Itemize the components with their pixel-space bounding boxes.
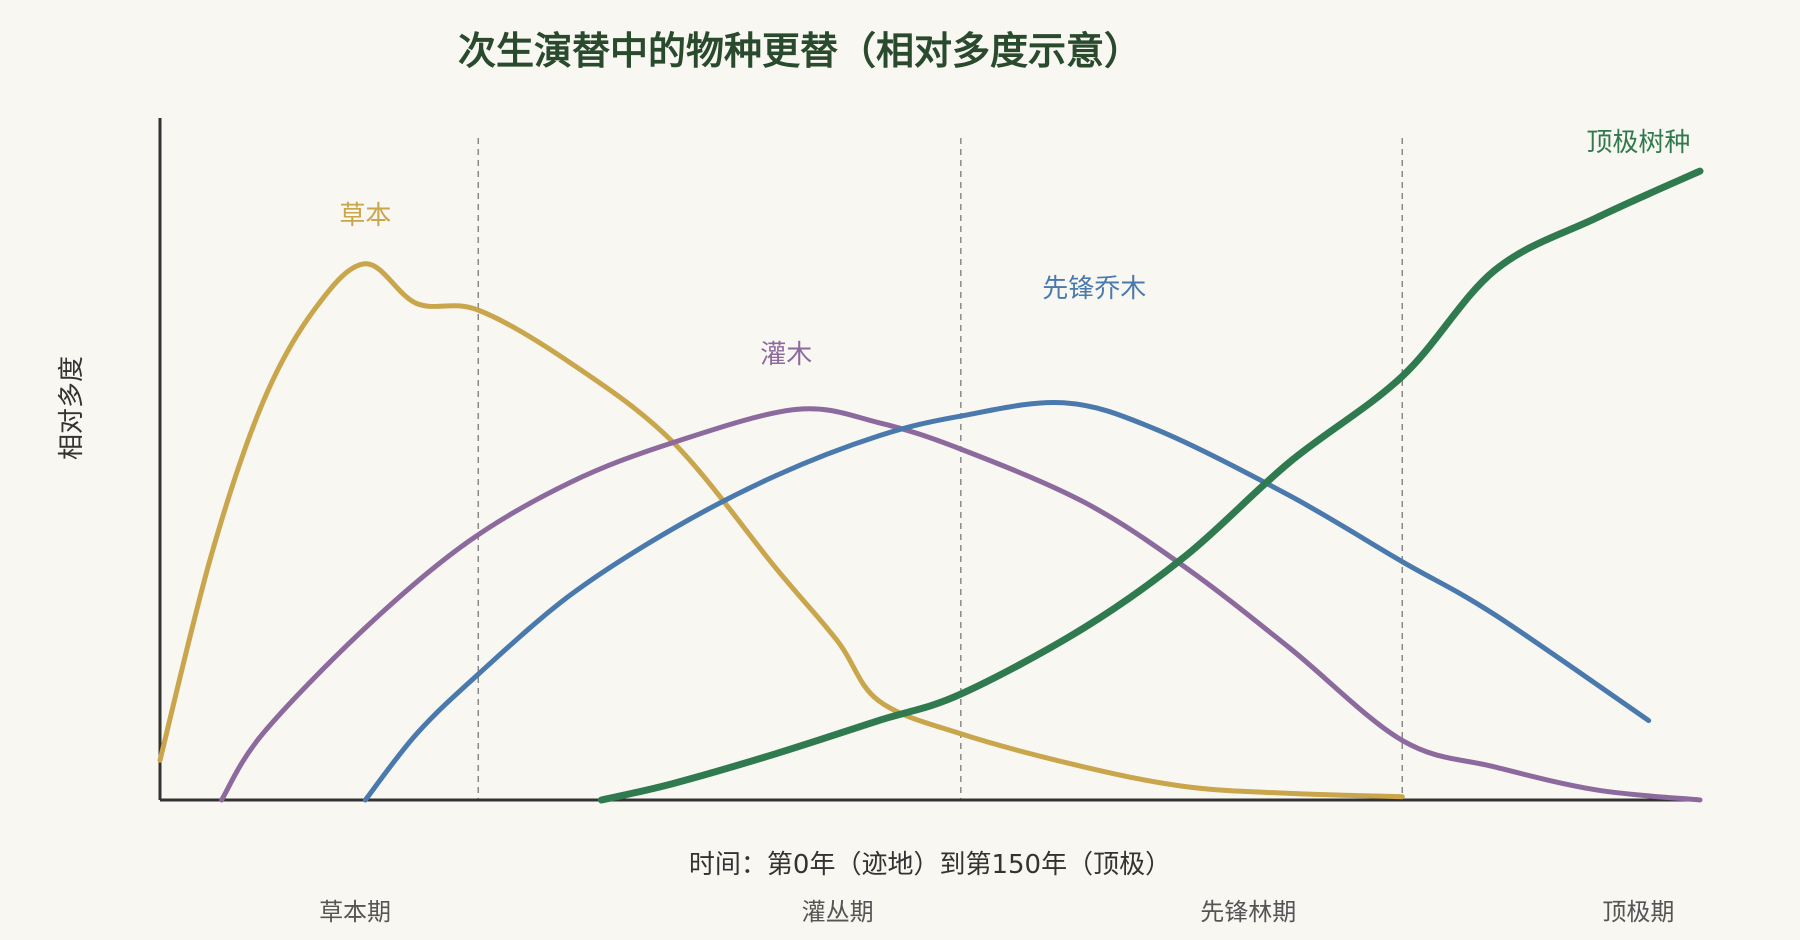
series-label-3: 先锋乔木: [1042, 274, 1146, 304]
series-line-4: [597, 167, 1704, 804]
series-line-2: [219, 406, 1703, 803]
stage-labels: 草本期 灌丛期 先锋林期 顶极期: [319, 898, 1674, 926]
series-lines: [157, 167, 1704, 804]
stage-label-1: 草本期: [319, 898, 391, 926]
stage-divider-lines: [477, 138, 1404, 800]
series-label-4: 顶极树种: [1586, 128, 1690, 158]
series-label-1: 草本: [339, 201, 391, 231]
stage-label-4: 顶极期: [1602, 898, 1674, 926]
x-axis-title: 时间：第0年（迹地）到第150年（顶极）: [689, 850, 1171, 880]
series-line-3: [362, 399, 1652, 803]
stage-label-2: 灌丛期: [802, 898, 874, 926]
series-label-2: 灌木: [760, 340, 812, 370]
y-axis-title: 相对多度: [57, 356, 87, 460]
chart-title: 次生演替中的物种更替（相对多度示意）: [458, 29, 1142, 73]
stage-label-3: 先锋林期: [1200, 898, 1296, 926]
